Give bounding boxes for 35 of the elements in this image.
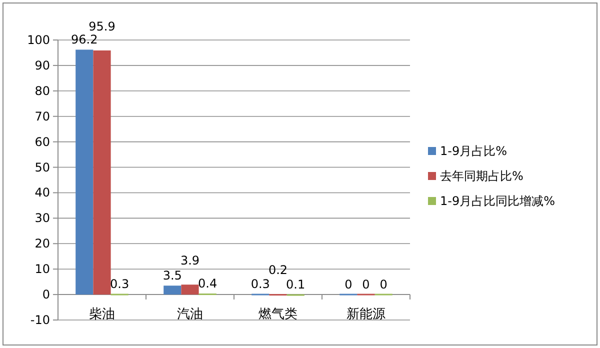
x-tick-label: 柴油 — [89, 307, 115, 322]
y-tick-label: 50 — [34, 160, 50, 174]
legend-label: 1-9月占比同比增减% — [440, 194, 556, 208]
y-tick-label: -10 — [30, 313, 50, 327]
data-label: 0.3 — [250, 276, 270, 291]
bar — [76, 50, 94, 295]
x-tick-label: 汽油 — [177, 307, 203, 322]
data-label: 0 — [362, 278, 370, 292]
y-tick-label: 0 — [42, 288, 50, 302]
y-tick-label: 90 — [34, 58, 50, 72]
data-label: 3.5 — [162, 268, 182, 283]
y-tick-label: 100 — [27, 33, 50, 47]
data-label: 95.9 — [88, 19, 116, 34]
y-tick-label: 60 — [34, 134, 50, 149]
data-label: 0.4 — [198, 276, 218, 291]
data-label: 96.2 — [71, 32, 98, 47]
bar — [93, 50, 111, 295]
data-label: 0 — [344, 278, 352, 292]
data-label: 0.3 — [110, 276, 130, 291]
y-tick-label: 70 — [34, 109, 50, 124]
y-tick-label: 20 — [34, 236, 50, 251]
y-tick-label: 30 — [34, 211, 50, 226]
data-label: 3.9 — [180, 254, 200, 268]
data-label: 0 — [380, 278, 388, 292]
data-label: 0.2 — [268, 263, 288, 278]
bar — [181, 284, 199, 295]
x-tick-label: 燃气类 — [258, 307, 298, 322]
data-label: 0.1 — [286, 277, 306, 292]
bar — [164, 286, 182, 295]
legend-label: 去年同期占比% — [440, 169, 524, 183]
y-tick-label: 10 — [34, 262, 50, 276]
legend-label: 1-9月占比% — [440, 144, 508, 158]
y-tick-label: 40 — [34, 186, 50, 200]
x-tick-label: 新能源 — [346, 307, 386, 322]
y-tick-label: 80 — [34, 84, 50, 98]
